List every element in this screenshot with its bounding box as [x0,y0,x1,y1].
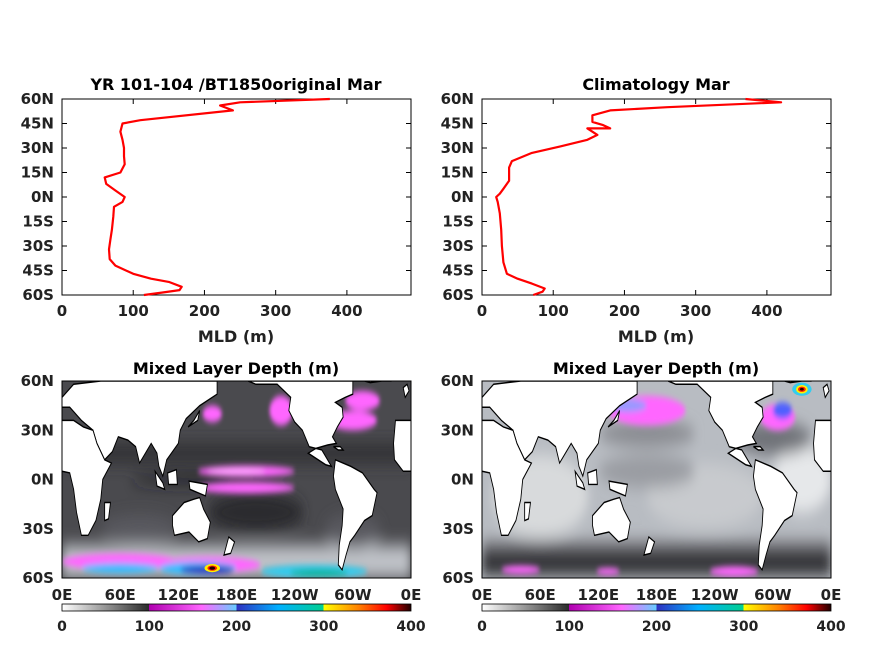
map-x-tick-labels: 0E 60E 120E 180E 120W 60W 0E [472,586,842,604]
colorbar-tick-label: 0 [57,619,67,635]
x-tick-label: 400 [751,302,782,320]
colorbar-tick-label: 400 [396,619,425,635]
x-tick-label: 0 [477,302,487,320]
map-x-tick-label: 0E [52,586,73,604]
colorbar-tick-label: 400 [816,619,845,635]
plot-frame [481,98,832,296]
map-field [62,381,411,578]
map-x-tick-label: 0E [472,586,493,604]
y-tick-label: 15N [441,164,474,182]
map-x-tick-label: 120E [158,586,200,604]
y-tick-label: 60S [22,286,54,304]
map-x-tick-label: 60W [334,586,372,604]
series-line [103,97,330,297]
y-tick-label: 30N [441,139,474,157]
map-y-tick-label: 60S [442,569,474,587]
map-y-tick-label: 0N [31,471,54,489]
map-x-tick-label: 180E [636,586,678,604]
map-x-tick-label: 60W [754,586,792,604]
x-tick-label: 300 [680,302,711,320]
colorbar-tick-label: 300 [729,619,758,635]
y-tick-label: 45S [442,262,474,280]
colorbar-gradient [481,603,832,612]
x-tick-labels: 0 100 200 300 400 [57,99,363,320]
map-y-tick-labels: 60N 30N 0N 30S 60S [441,372,474,587]
colorbar-tick-labels: 0 100 200 300 400 [477,619,846,635]
colorbar: 0 100 200 300 400 [57,603,426,635]
mld-profile-model: YR 101-104 /BT1850original Mar 60N 45N 30N… [21,75,412,346]
colorbar-tick-label: 300 [309,619,338,635]
map-x-tick-label: 180E [216,586,258,604]
colorbar-tick-label: 100 [135,619,164,635]
colorbar-gradient [61,603,412,612]
map-y-tick-label: 30S [442,520,474,538]
x-tick-label: 100 [538,302,569,320]
y-tick-label: 45N [21,115,54,133]
plot-title: YR 101-104 /BT1850original Mar [89,75,381,94]
y-tick-label: 30S [442,237,474,255]
y-tick-label: 15N [21,164,54,182]
x-tick-label: 300 [260,302,291,320]
x-tick-labels: 0 100 200 300 400 [477,99,783,320]
mld-map-climatology: Mixed Layer Depth (m) [441,359,846,635]
map-x-tick-label: 120W [691,586,739,604]
y-tick-label: 0N [451,188,474,206]
y-tick-label: 60N [441,90,474,108]
y-tick-labels: 60N 45N 30N 15N 0N 15S 30S 45S 60S [21,90,411,304]
y-tick-label: 45N [441,115,474,133]
colorbar-tick-label: 100 [555,619,584,635]
colorbar-tick-labels: 0 100 200 300 400 [57,619,426,635]
map-x-tick-label: 0E [821,586,842,604]
mld-map-model: Mixed Layer Depth (m) [21,359,426,635]
y-tick-label: 15S [22,213,54,231]
y-tick-label: 15S [442,213,474,231]
y-tick-labels: 60N 45N 30N 15N 0N 15S 30S 45S 60S [441,90,831,304]
map-frame [61,380,412,579]
map-y-tick-label: 60S [22,569,54,587]
plot-title: Climatology Mar [582,75,729,94]
map-title: Mixed Layer Depth (m) [133,359,339,378]
map-y-tick-labels: 60N 30N 0N 30S 60S [21,372,54,587]
mld-profile-climatology: Climatology Mar 60N45N30N15N0N15S30S45S6… [441,75,832,346]
map-x-tick-labels: 0E 60E 120E 180E 120W 60W 0E [52,586,422,604]
x-tick-label: 200 [609,302,640,320]
colorbar-tick-label: 200 [642,619,671,635]
x-tick-label: 200 [189,302,220,320]
colorbar-tick-label: 200 [222,619,251,635]
y-tick-label: 45S [22,262,54,280]
x-tick-label: 400 [331,302,362,320]
x-axis-label: MLD (m) [618,327,694,346]
x-tick-label: 0 [57,302,67,320]
map-y-tick-label: 60N [441,372,474,390]
colorbar: 0 100 200 300 400 [477,603,846,635]
colorbar-tick-label: 0 [477,619,487,635]
map-x-tick-label: 120W [271,586,319,604]
plot-marks [495,97,783,297]
x-axis-label: MLD (m) [198,327,274,346]
map-y-tick-label: 30N [21,421,54,439]
map-x-tick-label: 60E [525,586,556,604]
y-tick-label: 60S [442,286,474,304]
map-x-tick-label: 60E [105,586,136,604]
map-y-tick-label: 60N [21,372,54,390]
series-line [495,97,783,297]
map-x-tick-label: 120E [578,586,620,604]
y-tick-label: 30S [22,237,54,255]
y-tick-label: 60N [21,90,54,108]
plot-marks [103,97,330,297]
map-frame [481,380,832,579]
x-tick-label: 100 [118,302,149,320]
y-tick-label: 30N [21,139,54,157]
map-x-tick-label: 0E [401,586,422,604]
y-tick-label: 0N [31,188,54,206]
map-y-tick-label: 30S [22,520,54,538]
map-title: Mixed Layer Depth (m) [553,359,759,378]
map-y-tick-label: 0N [451,471,474,489]
map-field [482,381,831,578]
map-y-tick-label: 30N [441,421,474,439]
